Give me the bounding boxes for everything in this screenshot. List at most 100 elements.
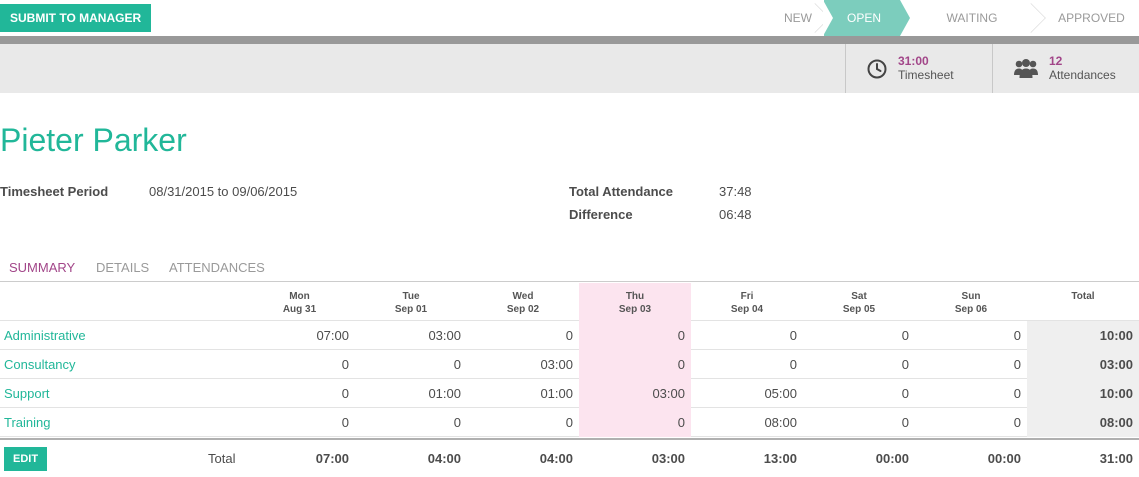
hours-cell[interactable]: 0 xyxy=(901,415,909,430)
stage-new[interactable]: NEW xyxy=(754,0,830,36)
attendances-stat-value: 12 xyxy=(1049,54,1063,68)
timesheet-stat-button[interactable]: 31:00 Timesheet xyxy=(845,44,993,93)
hours-cell[interactable]: 05:00 xyxy=(764,386,797,401)
hours-cell[interactable]: 0 xyxy=(901,386,909,401)
project-name-link[interactable]: Training xyxy=(4,415,51,430)
day-header-date: Aug 31 xyxy=(282,304,317,315)
header-divider xyxy=(0,36,1139,44)
column-total: 04:00 xyxy=(539,451,573,466)
hours-cell[interactable]: 0 xyxy=(1013,386,1021,401)
attendances-stat-button[interactable]: 12 Attendances xyxy=(992,44,1139,93)
column-total: 07:00 xyxy=(315,451,349,466)
column-total: 00:00 xyxy=(875,451,909,466)
stage-open-label: OPEN xyxy=(846,11,881,25)
project-name-link[interactable]: Consultancy xyxy=(4,357,76,372)
total-attendance-value: 37:48 xyxy=(719,184,752,199)
hours-cell[interactable]: 0 xyxy=(341,415,349,430)
hours-cell[interactable]: 0 xyxy=(565,328,573,343)
hours-cell[interactable]: 01:00 xyxy=(428,386,461,401)
hours-cell[interactable]: 07:00 xyxy=(316,328,349,343)
day-header-dow: Mon xyxy=(289,291,310,302)
hours-cell[interactable]: 0 xyxy=(789,328,797,343)
timesheet-period-label: Timesheet Period xyxy=(0,184,109,199)
day-header-date: Sep 04 xyxy=(730,304,764,315)
stage-approved-label: APPROVED xyxy=(1058,11,1125,25)
attendances-stat-label: Attendances xyxy=(1049,68,1116,82)
difference-value: 06:48 xyxy=(719,207,752,222)
difference-label: Difference xyxy=(569,207,633,222)
timesheet-stat-label: Timesheet xyxy=(898,68,954,82)
column-total: 00:00 xyxy=(987,451,1021,466)
day-header-date: Sep 02 xyxy=(506,304,540,315)
day-header-dow: Sat xyxy=(851,291,867,302)
day-header: Tue Sep 01 xyxy=(355,283,467,321)
column-total: 13:00 xyxy=(763,451,797,466)
hours-cell[interactable]: 0 xyxy=(1013,357,1021,372)
tab-attendances[interactable]: ATTENDANCES xyxy=(169,260,265,275)
hours-cell[interactable]: 0 xyxy=(565,415,573,430)
hours-cell[interactable]: 0 xyxy=(453,415,461,430)
notebook-tabs: SUMMARY DETAILS ATTENDANCES xyxy=(0,256,1139,282)
hours-cell[interactable]: 0 xyxy=(341,357,349,372)
day-header-dow: Tue xyxy=(402,291,420,302)
hours-cell[interactable]: 0 xyxy=(1013,328,1021,343)
table-row: Training 0 0 0 0 08:00 0 0 08:00 xyxy=(0,408,1139,437)
total-attendance-label: Total Attendance xyxy=(569,184,674,199)
tab-details[interactable]: DETAILS xyxy=(96,260,150,275)
hours-cell[interactable]: 0 xyxy=(901,357,909,372)
timesheet-period-value: 08/31/2015 to 09/06/2015 xyxy=(149,184,298,199)
edit-button[interactable]: EDIT xyxy=(4,447,48,471)
row-total: 10:00 xyxy=(1027,379,1139,408)
table-row: Consultancy 0 0 03:00 0 0 0 0 03:00 xyxy=(0,350,1139,379)
stage-waiting-approval[interactable]: WAITING APPROVAL xyxy=(900,0,1046,61)
day-header-date: Sep 03 xyxy=(618,304,652,315)
button-box: 31:00 Timesheet 12 Attendances xyxy=(0,44,1139,93)
day-header-today: Thu Sep 03 xyxy=(579,283,691,321)
timesheet-stat-value: 31:00 xyxy=(898,54,929,68)
control-panel: SUBMIT TO MANAGER NEW OPEN WAITING APPRO… xyxy=(0,0,1139,61)
hours-cell[interactable]: 0 xyxy=(901,328,909,343)
column-total: 04:00 xyxy=(427,451,461,466)
day-header-dow: Wed xyxy=(512,291,534,302)
day-header: Fri Sep 04 xyxy=(691,283,803,321)
project-name-link[interactable]: Support xyxy=(4,386,50,401)
hours-cell[interactable]: 0 xyxy=(789,357,797,372)
day-header: Mon Aug 31 xyxy=(244,283,355,321)
day-header-date: Sep 01 xyxy=(394,304,428,315)
column-total: 03:00 xyxy=(651,451,685,466)
hours-cell[interactable]: 0 xyxy=(579,321,691,350)
hours-cell[interactable]: 0 xyxy=(453,357,461,372)
day-header-dow: Sun xyxy=(961,291,981,302)
users-icon xyxy=(1014,58,1038,78)
grid-footer: EDIT Total 07:00 04:00 04:00 03:00 13:00… xyxy=(0,438,1139,475)
stage-open[interactable]: OPEN xyxy=(823,0,910,36)
day-header: Wed Sep 02 xyxy=(467,283,579,321)
hours-cell[interactable]: 08:00 xyxy=(764,415,797,430)
day-header: Sat Sep 05 xyxy=(803,283,915,321)
hours-cell[interactable]: 03:00 xyxy=(579,379,691,408)
day-header: Sun Sep 06 xyxy=(915,283,1027,321)
submit-to-manager-button[interactable]: SUBMIT TO MANAGER xyxy=(0,4,152,32)
stage-approved[interactable]: APPROVED xyxy=(1040,0,1139,36)
hours-cell[interactable]: 0 xyxy=(579,408,691,437)
hours-cell[interactable]: 0 xyxy=(1013,415,1021,430)
tab-summary[interactable]: SUMMARY xyxy=(9,260,76,275)
row-total: 08:00 xyxy=(1027,408,1139,437)
hours-cell[interactable]: 01:00 xyxy=(540,386,573,401)
grand-total: 31:00 xyxy=(1099,451,1133,466)
stage-new-label: NEW xyxy=(784,11,812,25)
row-total: 03:00 xyxy=(1027,350,1139,379)
project-name-link[interactable]: Administrative xyxy=(4,328,86,343)
hours-cell[interactable]: 0 xyxy=(579,350,691,379)
hours-cell[interactable]: 0 xyxy=(341,386,349,401)
employee-name: Pieter Parker xyxy=(0,122,187,158)
status-bar: NEW OPEN WAITING APPROVAL APPROVED xyxy=(754,0,1139,61)
footer-total-label: Total xyxy=(208,451,236,466)
hours-cell[interactable]: 03:00 xyxy=(540,357,573,372)
row-total: 10:00 xyxy=(1027,321,1139,350)
hours-cell[interactable]: 03:00 xyxy=(428,328,461,343)
table-row: Support 0 01:00 01:00 03:00 05:00 0 0 10… xyxy=(0,379,1139,408)
grid-header: Mon Aug 31 Tue Sep 01 Wed Sep 02 Thu Sep 03 … xyxy=(0,283,1139,321)
day-header-date: Sep 05 xyxy=(842,304,876,315)
day-header-dow: Fri xyxy=(740,291,754,302)
